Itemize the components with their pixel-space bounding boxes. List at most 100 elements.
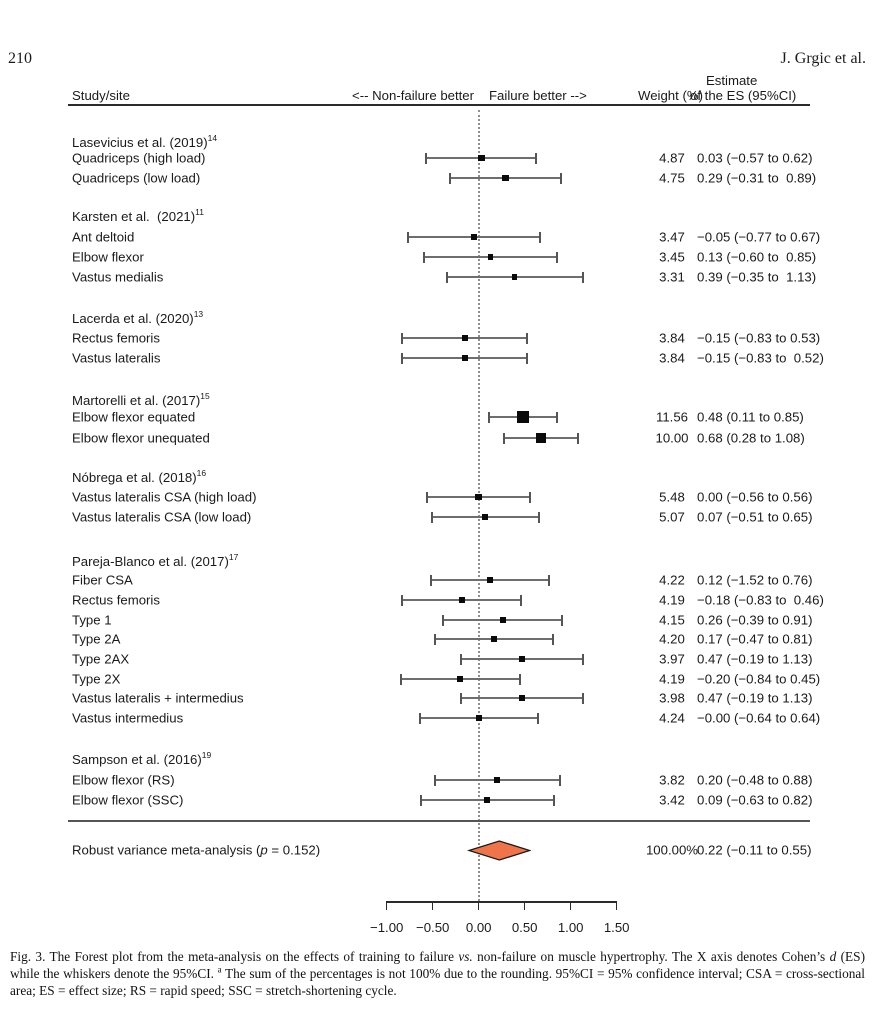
study-site-label: Quadriceps (low load) [72, 170, 201, 186]
estimate-value: −0.05 (−0.77 to 0.67) [697, 229, 821, 245]
x-axis-line [386, 901, 617, 903]
ci-cap-right [529, 491, 532, 503]
ci-cap-left [422, 251, 425, 263]
ci-cap-right [561, 614, 564, 626]
estimate-value: 0.26 (−0.39 to 0.91) [697, 612, 813, 628]
effect-size-marker [536, 432, 547, 444]
estimate-value: 0.09 (−0.63 to 0.82) [697, 792, 813, 808]
weight-value: 4.19 [659, 671, 685, 687]
column-header-study-site: Study/site [72, 88, 130, 103]
caption-d-italic: d [829, 949, 837, 964]
study-site-label: Vastus lateralis CSA (low load) [72, 509, 252, 525]
study-site-label: Vastus intermedius [72, 710, 184, 726]
study-group-label: Sampson et al. (2016)19 [72, 749, 212, 768]
effect-size-marker [457, 675, 464, 682]
ci-cap-right [553, 794, 556, 806]
study-site-label: Elbow flexor (RS) [72, 772, 175, 788]
ci-cap-right [539, 231, 542, 243]
weight-value: 3.31 [659, 269, 685, 285]
ci-cap-right [537, 511, 540, 523]
ci-cap-left [429, 574, 432, 586]
p-value-italic: p [260, 842, 268, 858]
weight-value: 4.20 [659, 631, 685, 647]
reference-superscript: 11 [195, 206, 204, 217]
ci-cap-left [425, 152, 428, 164]
ci-cap-left [460, 653, 463, 665]
study-site-label: Vastus lateralis CSA (high load) [72, 489, 257, 505]
column-header-estimate-line2: of the ES (95%CI) [690, 88, 797, 103]
caption-text: (ES) while the whiskers denote the 95%CI… [10, 949, 865, 981]
estimate-value: 0.29 (−0.31 to 0.89) [697, 170, 817, 186]
estimate-value: −0.20 (−0.84 to 0.45) [697, 671, 821, 687]
effect-size-marker [519, 695, 525, 701]
weight-value: 4.87 [659, 150, 685, 166]
ci-cap-right [534, 152, 537, 164]
effect-size-marker [487, 254, 494, 260]
column-header-weight: Weight (%) [638, 88, 703, 103]
study-site-label: Type 2A [72, 631, 121, 647]
x-axis-tick-label: −1.00 [370, 920, 404, 935]
ci-cap-left [487, 411, 490, 423]
column-header-failure-better: Failure better --> [489, 88, 587, 103]
study-site-label: Rectus femoris [72, 330, 160, 346]
weight-value: 4.15 [659, 612, 685, 628]
ci-cap-right [555, 251, 558, 263]
study-site-label: Type 1 [72, 612, 112, 628]
ci-cap-right [547, 574, 550, 586]
ci-cap-left [430, 511, 433, 523]
weight-value: 3.42 [659, 792, 685, 808]
study-site-label: Type 2AX [72, 651, 130, 667]
x-axis-tick-label: 0.50 [511, 920, 538, 935]
study-site-label: Type 2X [72, 671, 121, 687]
caption-text: non-failure on muscle hypertrophy. The X… [472, 949, 830, 964]
estimate-value: 0.03 (−0.57 to 0.62) [697, 150, 813, 166]
estimate-value: 0.47 (−0.19 to 1.13) [697, 690, 813, 706]
x-axis-tick [615, 901, 618, 910]
study-site-label: Elbow flexor [72, 249, 144, 265]
weight-value: 3.98 [659, 690, 685, 706]
effect-size-marker [478, 154, 485, 162]
study-group-label: Pareja-Blanco et al. (2017)17 [72, 551, 239, 570]
estimate-value: −0.15 (−0.83 to 0.52) [697, 350, 824, 366]
ci-cap-right [581, 653, 584, 665]
x-axis-tick-label: −0.50 [416, 920, 450, 935]
x-axis-tick [569, 901, 572, 910]
ci-cap-right [526, 332, 529, 344]
effect-size-marker [471, 234, 477, 240]
weight-value: 3.47 [659, 229, 685, 245]
reference-superscript: 19 [201, 749, 212, 760]
weight-value: 5.07 [659, 509, 685, 525]
x-axis-tick [523, 901, 526, 910]
ci-cap-left [441, 614, 444, 626]
effect-size-marker [462, 335, 468, 341]
study-site-label: Elbow flexor unequated [72, 430, 210, 446]
estimate-value: −0.15 (−0.83 to 0.53) [697, 330, 821, 346]
effect-size-marker [484, 797, 490, 803]
effect-size-marker [462, 355, 468, 361]
effect-size-marker [475, 714, 482, 722]
caption-text: Fig. 3. The Forest plot from the meta-an… [10, 949, 459, 964]
study-site-label: Elbow flexor (SSC) [72, 792, 184, 808]
estimate-value: 0.00 (−0.56 to 0.56) [697, 489, 813, 505]
estimate-value: −0.18 (−0.83 to 0.46) [697, 592, 824, 608]
running-head-authors: J. Grgic et al. [780, 50, 866, 67]
summary-weight-value: 100.00% [645, 842, 699, 858]
study-site-label: Ant deltoid [72, 229, 135, 245]
x-axis-tick-label: 1.00 [557, 920, 584, 935]
caption-footnote-marker: a [217, 964, 222, 975]
reference-superscript: 16 [196, 467, 207, 478]
estimate-value: 0.48 (0.11 to 0.85) [697, 409, 804, 425]
study-group-label: Martorelli et al. (2017)15 [72, 390, 210, 409]
estimate-value: 0.39 (−0.35 to 1.13) [697, 269, 817, 285]
study-group-label: Lacerda et al. (2020)13 [72, 308, 204, 327]
effect-size-marker [486, 576, 493, 583]
weight-value: 10.00 [655, 430, 689, 446]
effect-size-marker [499, 617, 506, 623]
study-site-label: Vastus medialis [72, 269, 164, 285]
weight-value: 3.82 [659, 772, 685, 788]
weight-value: 5.48 [659, 489, 685, 505]
column-header-nonfailure-better: <-- Non-failure better [352, 88, 475, 103]
weight-value: 4.19 [659, 592, 685, 608]
weight-value: 11.56 [655, 409, 689, 425]
reference-superscript: 17 [228, 551, 239, 562]
